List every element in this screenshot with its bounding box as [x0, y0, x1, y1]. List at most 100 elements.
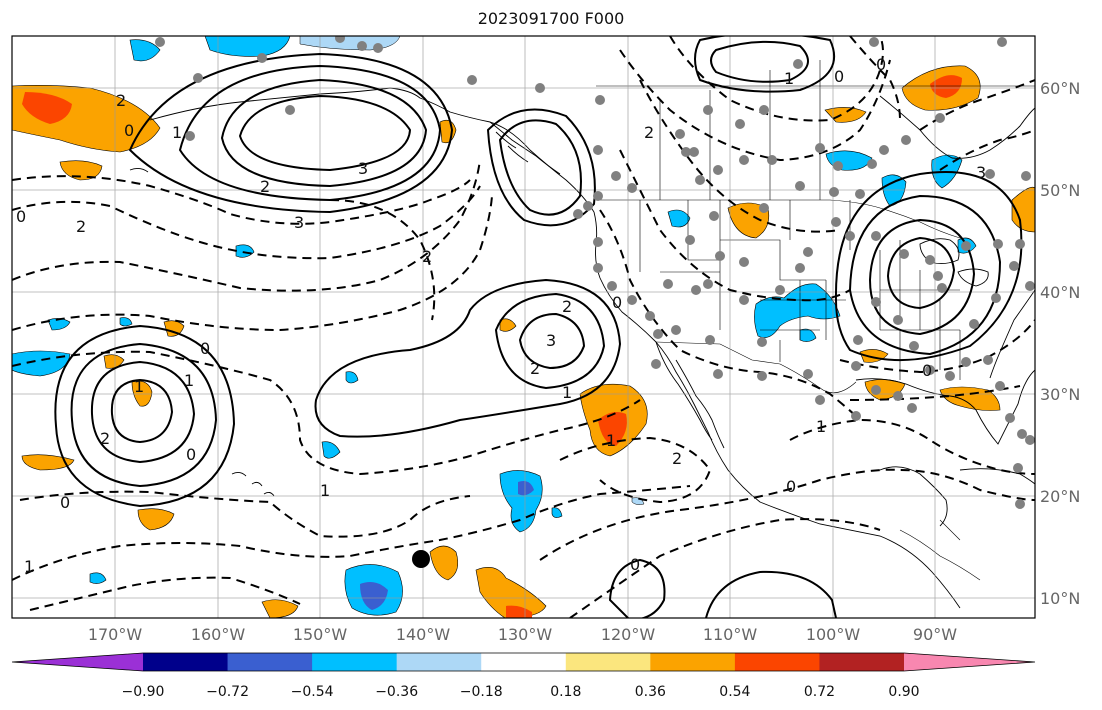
colorbar-tick-label: 0.18 [550, 684, 581, 700]
lon-label: 120°W [601, 625, 656, 644]
shade-neg-idaho [667, 209, 691, 228]
shade-neg-tropic-b-core [360, 582, 388, 610]
colorbar-tick-label: −0.54 [291, 684, 334, 700]
marker-black-dot [412, 550, 430, 568]
contour-dash-canada-2 [669, 36, 884, 122]
shade-neg-tropic-a-core [518, 481, 534, 496]
shade-pac-w [103, 354, 125, 369]
colorbar-extend-low [12, 653, 143, 671]
contour-dash-low-3 [29, 576, 301, 611]
contour-dash-low-2 [12, 485, 691, 581]
colorbar-segment [481, 653, 567, 671]
contour-east-low [886, 236, 956, 310]
shade-neg-tropic-c [89, 572, 107, 584]
lat-label: 30°N [1040, 385, 1080, 404]
contour-hawaii-high [110, 378, 174, 444]
colorbar-tick-label: −0.72 [206, 684, 249, 700]
contour-label: 1 [184, 371, 194, 390]
shade-neg-tropic-d [551, 507, 563, 518]
shade-nw-pacific-core [22, 92, 72, 124]
lon-label: 150°W [293, 625, 348, 644]
contour-label: 2 [76, 217, 86, 236]
shade-neg-southwest [754, 283, 841, 338]
gridlines [12, 36, 1035, 618]
coast-gulf-california [675, 359, 725, 449]
contour-label: 2 [422, 247, 432, 266]
lat-label: 50°N [1040, 181, 1080, 200]
contour-label: 3 [358, 159, 368, 178]
contour-label: 1 [784, 69, 794, 88]
contour-east-low-2 [868, 218, 976, 336]
colorbar-tick-label: 0.54 [719, 684, 750, 700]
colorbar-segment [396, 653, 482, 671]
coast-westcoast [593, 211, 961, 609]
colorbar-tick-label: −0.36 [375, 684, 418, 700]
contour-dash-gulf [789, 418, 1035, 475]
station-dots [155, 36, 1035, 509]
contour-hawaii-high-4 [54, 324, 236, 508]
colorbar-segment [143, 653, 229, 671]
contour-gulf-alaska [498, 119, 582, 216]
latitude-labels: 60°N 50°N 40°N 30°N 20°N 10°N [1040, 79, 1080, 608]
coast-yucatan [879, 466, 948, 527]
contour-label: 3 [976, 163, 986, 182]
shade-neg-texas [799, 328, 817, 342]
contour-label: 2 [116, 91, 126, 110]
contour-label: 0 [200, 339, 210, 358]
contour-aleutian-high-3 [178, 64, 442, 202]
contour-label: 0 [922, 361, 932, 380]
shade-pac-sw [21, 454, 75, 471]
lat-label: 60°N [1040, 79, 1080, 98]
contour-label: 1 [320, 481, 330, 500]
colorbar-segment [819, 653, 905, 671]
contour-label: 0 [630, 555, 640, 574]
lon-label: 110°W [703, 625, 758, 644]
contour-label: 1 [606, 431, 616, 450]
shade-tropic-a [429, 545, 459, 581]
contour-label: 1 [172, 123, 182, 142]
shade-tropic-b [475, 567, 547, 618]
lon-label: 100°W [806, 625, 861, 644]
shade-florida [939, 386, 1001, 411]
shade-neg-small-d [345, 371, 359, 384]
contour-label: 0 [60, 493, 70, 512]
contour-labels: 2 1 0 2 3 3 2 2 3 2 1 0 2 1 1 0 1 2 0 1 … [16, 55, 986, 576]
colorbar-tick-label: 0.90 [888, 684, 919, 700]
contour-hawaii-high-2 [90, 360, 196, 464]
shade-neg-pac-e [12, 350, 71, 377]
contour-dash-nw-2 [12, 185, 481, 260]
contour-aleutian-high-4 [128, 52, 454, 214]
shade-hudson-core [930, 75, 962, 98]
contour-aleutian-high-2 [220, 78, 428, 188]
contour-label: 0 [876, 55, 886, 74]
contour-dash-baja [559, 436, 712, 504]
contour-label: 2 [644, 123, 654, 142]
coast-gulf-mexico [855, 369, 1035, 445]
shade-mid-a [163, 320, 185, 337]
coast-hawaii [231, 471, 275, 497]
contour-east-low-4 [834, 170, 1023, 361]
colorbar-tick-label: 0.36 [635, 684, 666, 700]
colorbar-tick-label: 0.72 [804, 684, 835, 700]
contour-gulf-alaska-2 [486, 108, 596, 227]
shade-neg-small-a [235, 244, 255, 258]
shade-pac-s [137, 508, 175, 531]
colorbar-segment [312, 653, 398, 671]
contour-label: 0 [786, 477, 796, 496]
border-canada-us [596, 199, 961, 239]
contour-dash-mid-2 [12, 195, 493, 332]
coast-great-lakes [919, 238, 960, 265]
contour-subtropic-high-2 [494, 292, 606, 390]
contour-dash-us-3 [639, 79, 841, 233]
contour-label: 0 [186, 445, 196, 464]
contour-canada-top-2 [694, 36, 836, 93]
state-borders [596, 60, 1035, 581]
lat-label: 20°N [1040, 487, 1080, 506]
contour-dash-canada [619, 49, 891, 162]
shade-ne-coast [1011, 186, 1035, 233]
coast-baja [655, 341, 713, 441]
solid-contours [54, 36, 1023, 618]
contour-label: 2 [260, 177, 270, 196]
colorbar-segment [650, 653, 736, 671]
contour-hawaii-high-3 [70, 342, 218, 488]
